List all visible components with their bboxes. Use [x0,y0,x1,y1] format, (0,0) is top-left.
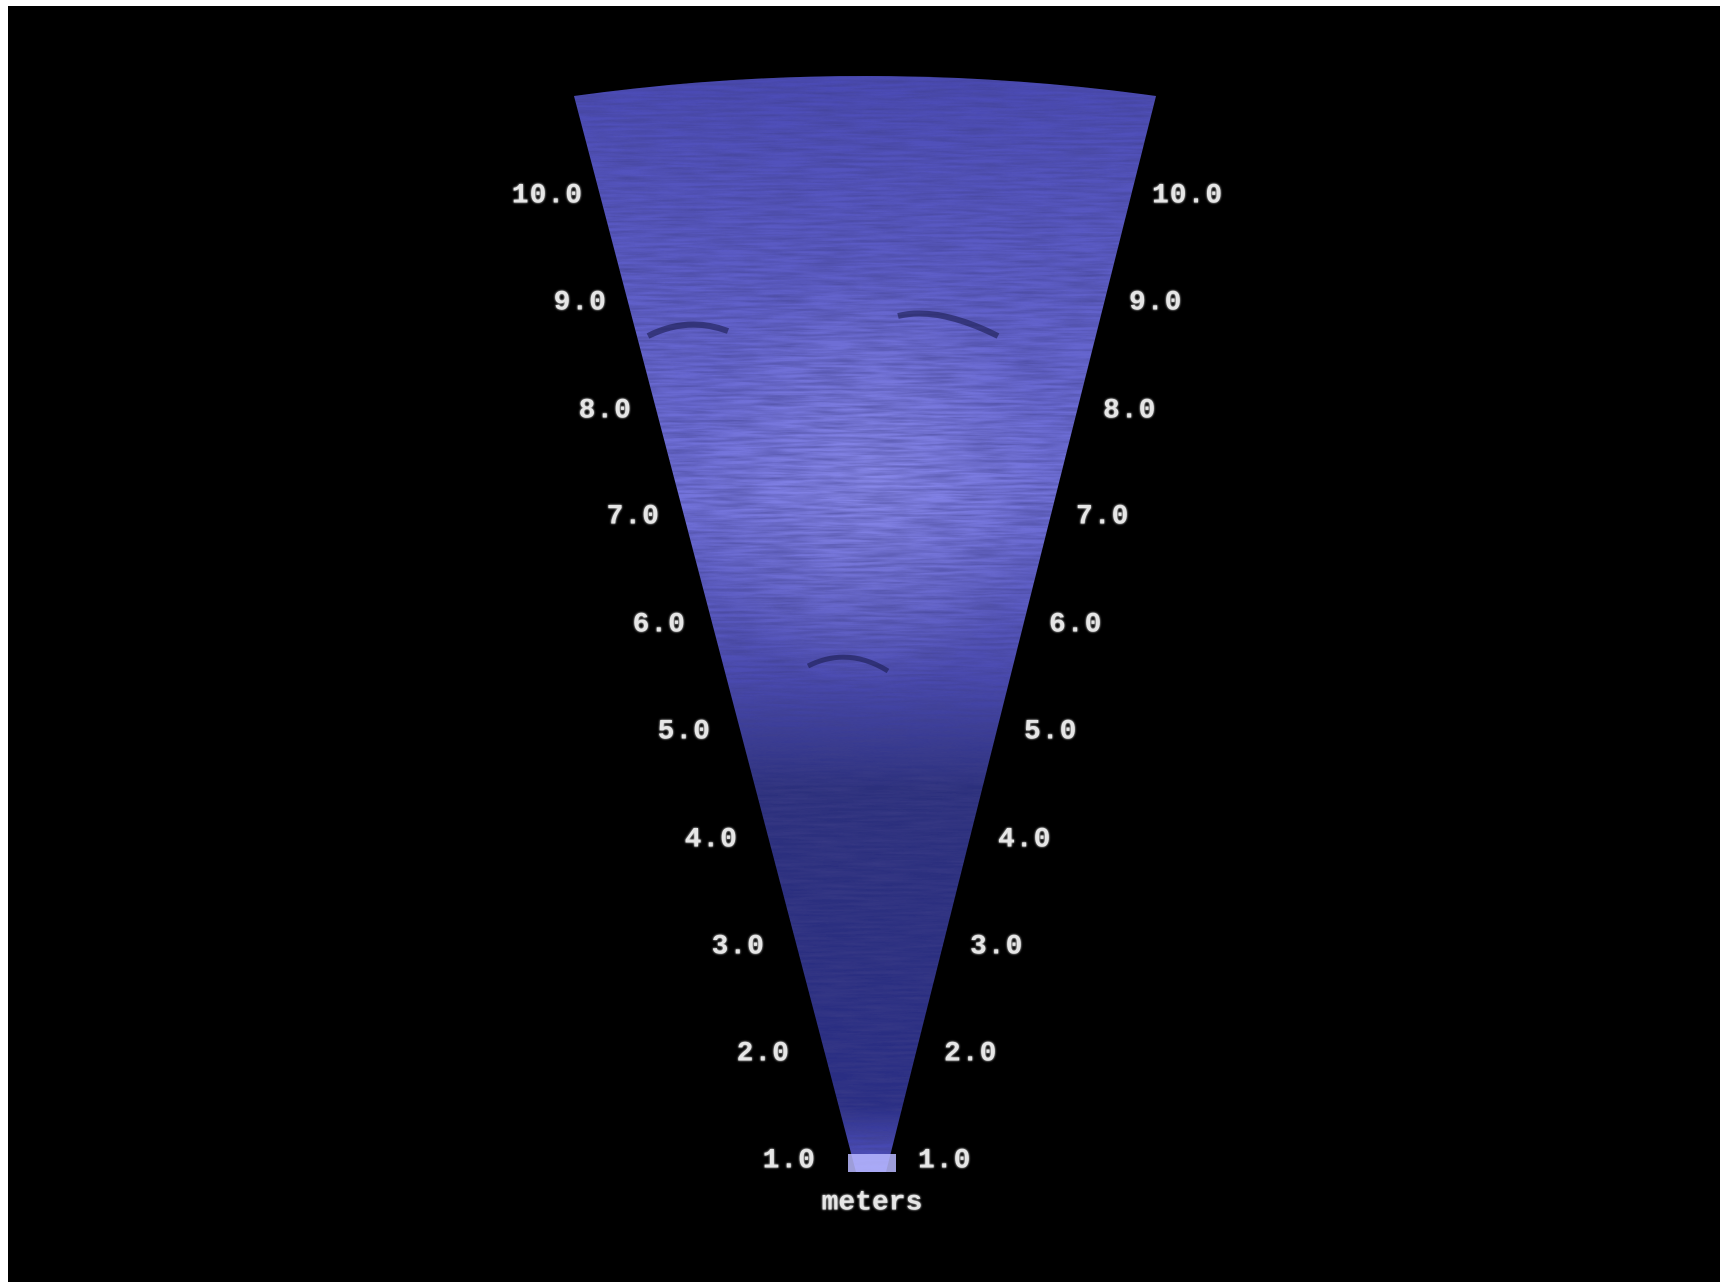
range-label-left: 1.0 [762,1145,816,1177]
sonar-beam-image [574,76,1156,1172]
range-label-right: 10.0 [1152,180,1224,212]
range-label-right: 5.0 [1024,716,1078,748]
range-label-right: 3.0 [970,931,1024,963]
range-label-right: 2.0 [944,1038,998,1070]
range-label-left: 10.0 [511,180,583,212]
range-label-left: 2.0 [736,1038,790,1070]
range-label-right: 6.0 [1049,609,1103,641]
range-label-left: 3.0 [711,931,765,963]
range-label-left: 5.0 [657,716,711,748]
range-label-left: 7.0 [606,501,660,533]
range-label-right: 1.0 [918,1145,972,1177]
transducer-spot [848,1154,896,1172]
range-label-right: 8.0 [1103,395,1157,427]
range-label-left: 6.0 [632,609,686,641]
range-label-right: 4.0 [998,824,1052,856]
range-label-left: 4.0 [684,824,738,856]
range-label-left: 8.0 [578,395,632,427]
units-label: meters [821,1187,923,1219]
range-label-right: 9.0 [1129,287,1183,319]
range-label-right: 7.0 [1076,501,1130,533]
sonar-display: 10.0 9.0 8.0 7.0 6.0 5.0 4.0 3.0 2.0 1.0… [8,6,1720,1282]
range-label-left: 9.0 [553,287,607,319]
